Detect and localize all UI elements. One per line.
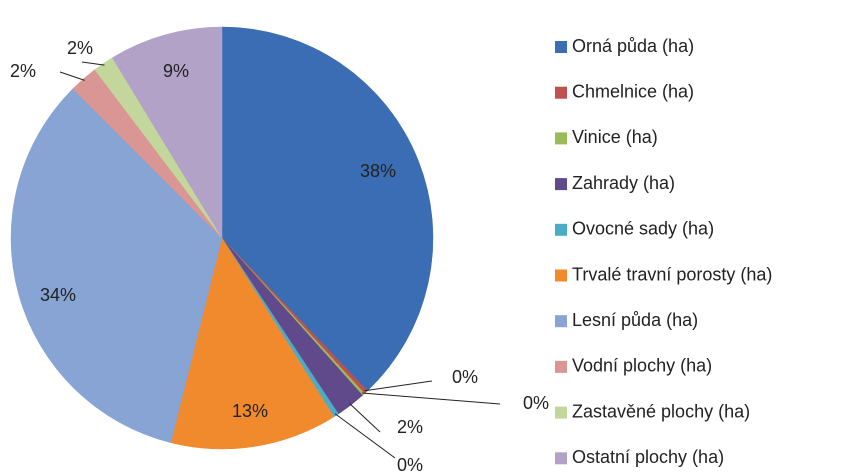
pie-slice xyxy=(221,26,434,392)
pie-slice xyxy=(10,88,223,444)
legend-swatch xyxy=(555,86,567,99)
legend-label: Vinice (ha) xyxy=(572,127,658,147)
legend-label: Trvalé travní porosty (ha) xyxy=(572,264,772,284)
legend-label: Lesní půda (ha) xyxy=(572,310,698,330)
legend-swatch xyxy=(555,452,567,465)
data-labels: 38% 0% 0% 2% 0% 13% 34% 2% 2% 9% xyxy=(10,38,549,474)
data-label: 13% xyxy=(232,401,268,421)
data-label: 0% xyxy=(523,393,549,413)
legend-swatch xyxy=(555,223,567,236)
legend-label: Chmelnice (ha) xyxy=(572,81,694,101)
pie xyxy=(10,26,434,450)
data-label: 38% xyxy=(360,161,396,181)
data-label: 9% xyxy=(163,61,189,81)
data-label: 0% xyxy=(397,455,423,474)
legend-swatch xyxy=(555,360,567,373)
data-label: 2% xyxy=(397,417,423,437)
pie-slice xyxy=(170,237,335,450)
legend-label: Ostatní plochy (ha) xyxy=(572,447,724,467)
data-label: 2% xyxy=(67,38,93,58)
leader-line xyxy=(362,392,501,405)
leader-line xyxy=(349,403,381,433)
legend-label: Orná půda (ha) xyxy=(572,36,694,56)
data-label: 0% xyxy=(452,367,478,387)
leader-line xyxy=(334,413,396,459)
pie-slice xyxy=(111,26,223,239)
legend-swatch xyxy=(555,41,567,53)
legend-label: Zastavěné plochy (ha) xyxy=(572,401,750,421)
legend-label: Ovocné sady (ha) xyxy=(572,219,714,239)
data-label: 2% xyxy=(10,61,36,81)
legend-swatch xyxy=(555,132,567,145)
legend: Orná půda (ha) Chmelnice (ha) Vinice (ha) Z… xyxy=(555,36,772,467)
legend-label: Vodní plochy (ha) xyxy=(572,356,712,376)
legend-label: Zahrady (ha) xyxy=(572,173,675,193)
legend-swatch xyxy=(555,269,567,282)
legend-swatch xyxy=(555,315,567,328)
legend-swatch xyxy=(555,406,567,419)
leader-line xyxy=(364,380,433,392)
legend-swatch xyxy=(555,178,567,191)
leader-line xyxy=(59,71,85,81)
leader-line xyxy=(81,61,105,66)
data-label: 34% xyxy=(40,285,76,305)
